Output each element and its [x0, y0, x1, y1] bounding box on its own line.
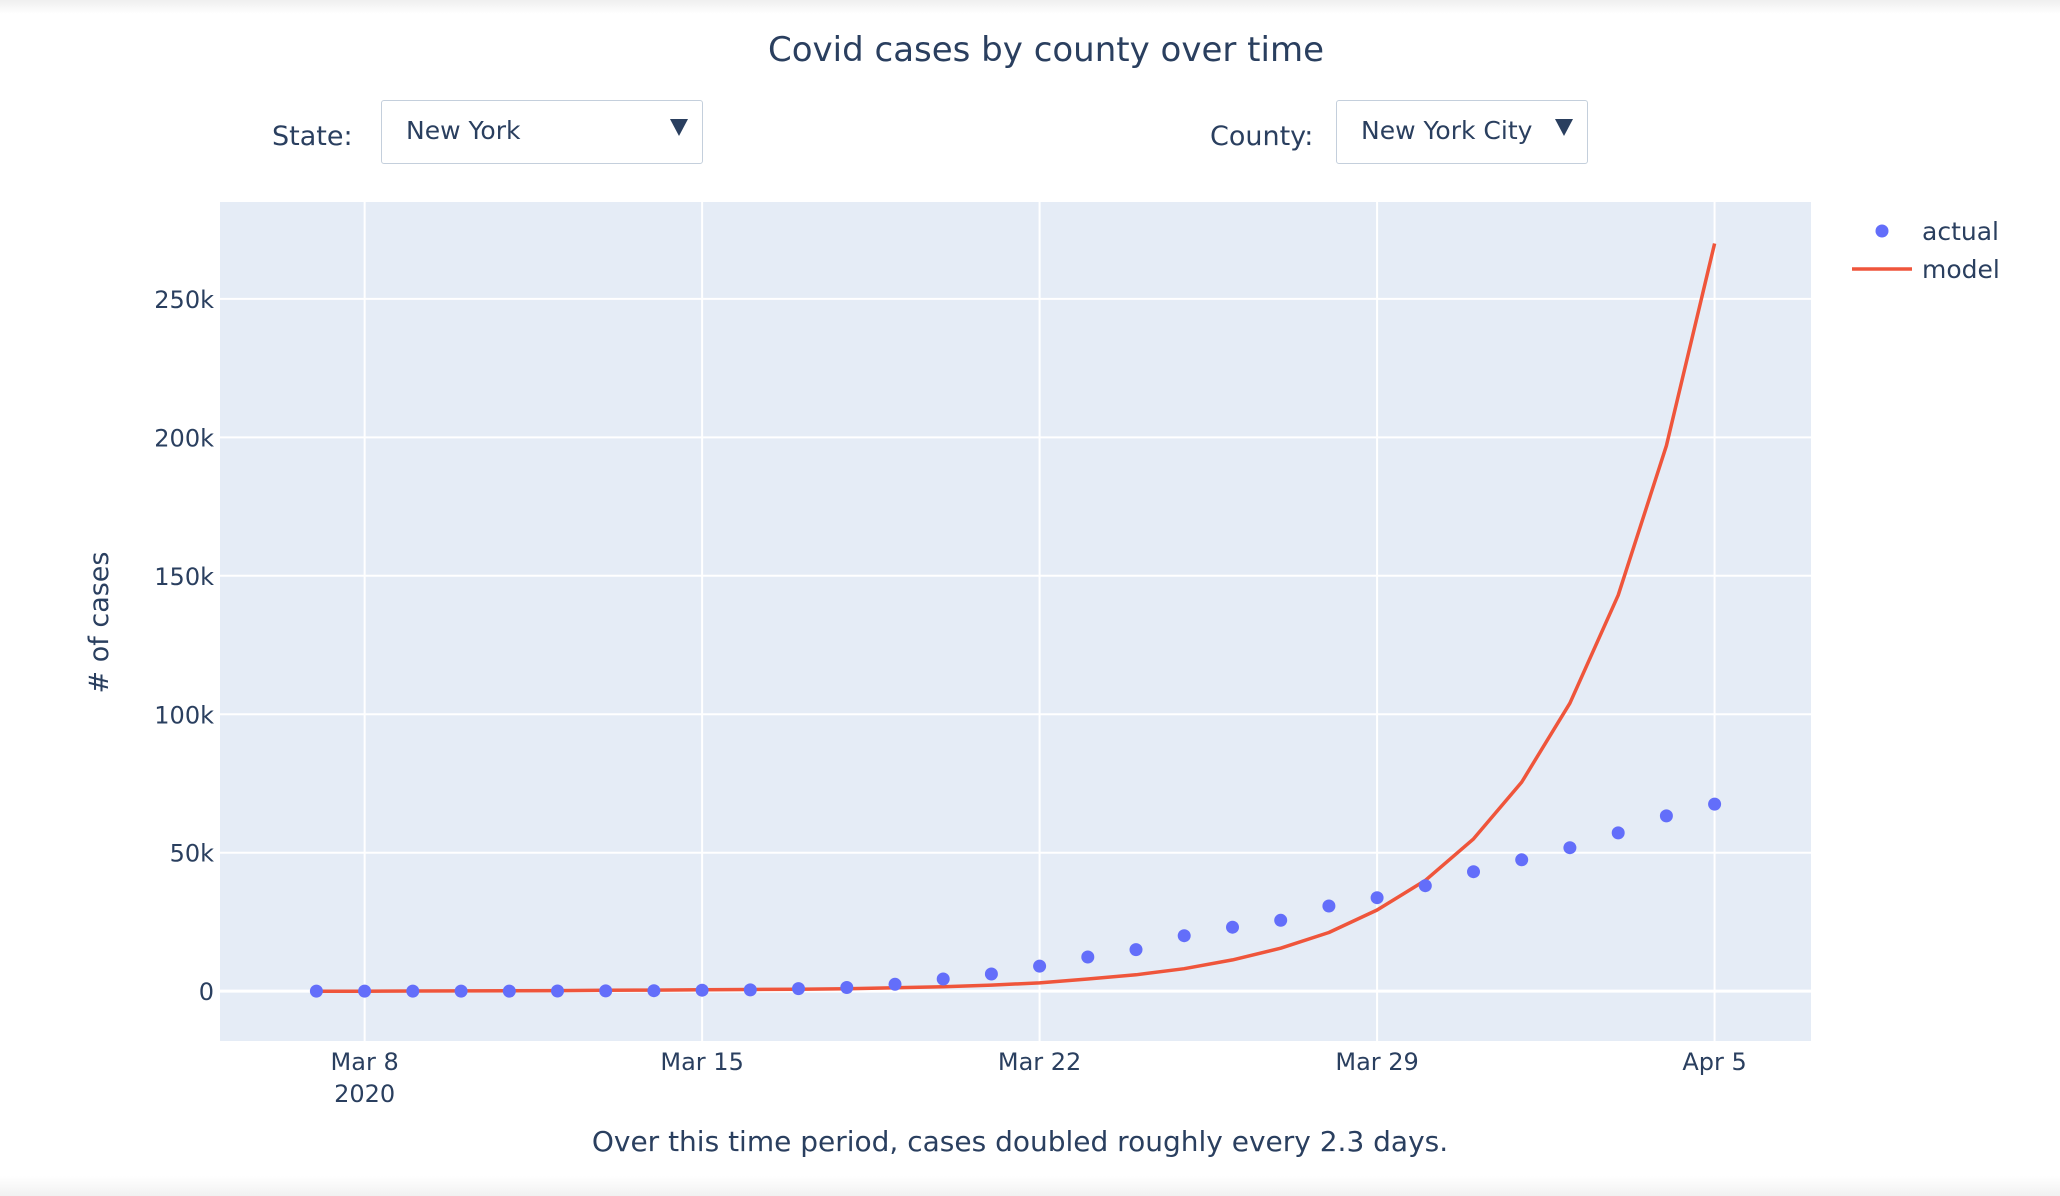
data-point-actual [358, 984, 372, 998]
data-point-actual [551, 984, 564, 998]
series-layer [309, 243, 1722, 998]
data-point-actual [1226, 920, 1239, 934]
data-point-actual [454, 984, 468, 998]
data-point-actual [1611, 826, 1625, 840]
y-tick-label: 150k [154, 563, 214, 591]
data-point-actual [502, 984, 516, 998]
data-point-actual [1370, 891, 1384, 905]
data-point-actual [1177, 929, 1191, 943]
axis-layer: 0 50k 100k 150k 200k 250k Mar 8 2020 Mar 15 Mar 2… [84, 286, 1747, 1108]
data-point-actual [984, 967, 998, 981]
legend-label-actual[interactable]: actual [1922, 217, 1999, 246]
data-point-actual [1708, 797, 1722, 811]
legend-marker-actual [1875, 224, 1889, 238]
data-point-actual [1659, 809, 1673, 823]
data-point-actual [888, 977, 902, 991]
data-point-actual [1418, 879, 1432, 893]
triangle-down-icon [670, 119, 688, 136]
county-dropdown[interactable]: New York City [1336, 100, 1588, 164]
y-tick-label: 50k [170, 840, 215, 868]
data-point-actual [1467, 865, 1480, 879]
top-shade [0, 0, 2060, 14]
x-tick-label: Mar 15 [660, 1048, 743, 1076]
data-point-actual [1515, 853, 1529, 867]
chart-caption: Over this time period, cases doubled rou… [591, 1125, 1449, 1158]
bottom-shade [0, 1176, 2060, 1196]
state-label: State: [272, 121, 353, 152]
data-point-actual [1129, 943, 1143, 957]
data-point-actual [1274, 913, 1288, 927]
data-point-actual [406, 984, 420, 998]
county-dropdown-value: New York City [1361, 116, 1533, 145]
data-point-actual [1563, 841, 1577, 855]
data-point-actual [1081, 950, 1095, 964]
chart-title: Covid cases by county over time [768, 30, 1324, 70]
data-point-actual [743, 983, 757, 997]
x-tick-label: Mar 29 [1335, 1048, 1418, 1076]
data-point-actual [647, 984, 661, 998]
y-tick-label: 200k [154, 424, 214, 452]
x-tick-label: Apr 5 [1682, 1048, 1746, 1076]
x-tick-label: Mar 22 [998, 1048, 1081, 1076]
y-tick-label: 0 [199, 978, 214, 1006]
triangle-down-icon [1555, 119, 1573, 136]
legend-label-model[interactable]: model [1922, 255, 2000, 284]
data-point-actual [936, 972, 950, 986]
series-line-model [316, 243, 1717, 993]
data-point-actual [840, 981, 854, 994]
county-label: County: [1210, 121, 1314, 152]
y-tick-label: 250k [154, 286, 214, 314]
data-point-actual [309, 984, 323, 998]
data-point-actual [599, 984, 613, 998]
state-dropdown-value: New York [406, 116, 521, 145]
data-point-actual [1322, 899, 1336, 913]
y-tick-label: 100k [154, 701, 214, 729]
data-point-actual [695, 983, 709, 997]
legend: actual model [1852, 217, 2000, 284]
data-point-actual [1033, 959, 1047, 973]
x-tick-label: Mar 8 [331, 1048, 399, 1076]
plot-area [220, 202, 1811, 1041]
state-dropdown[interactable]: New York [381, 100, 703, 164]
y-axis-title: # of cases [84, 552, 115, 694]
x-tick-sublabel: 2020 [334, 1080, 395, 1108]
data-point-actual [792, 982, 805, 996]
